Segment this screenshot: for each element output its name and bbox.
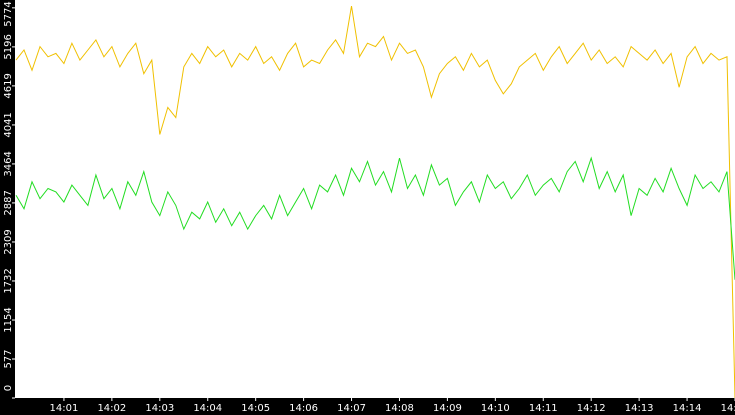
- y-axis-strip: [0, 0, 15, 415]
- x-tick-label: 14:02: [97, 403, 126, 414]
- x-tick-label: 14:08: [385, 403, 414, 414]
- x-tick-label: 14:05: [241, 403, 270, 414]
- x-tick-label: 14:12: [577, 403, 606, 414]
- y-tick-label: 1154: [3, 307, 14, 332]
- x-tick-label: 14:01: [50, 403, 79, 414]
- y-tick-label: 3464: [3, 151, 14, 176]
- y-tick-label: 4041: [3, 112, 14, 137]
- x-tick-label: 14:14: [673, 403, 702, 414]
- y-tick-label: 4619: [3, 73, 14, 98]
- x-tick-label: 14:15: [721, 403, 735, 414]
- x-tick-label: 14:03: [145, 403, 174, 414]
- y-tick-label: 2887: [3, 190, 14, 215]
- x-tick-label: 14:10: [481, 403, 510, 414]
- y-tick-label: 577: [3, 349, 14, 368]
- y-tick-label: 2309: [3, 229, 14, 254]
- x-tick-label: 14:11: [529, 403, 558, 414]
- y-tick-label: 0: [3, 385, 14, 391]
- x-tick-label: 14:04: [193, 403, 222, 414]
- x-tick-label: 14:09: [433, 403, 462, 414]
- x-tick-label: 14:06: [289, 403, 318, 414]
- y-tick-label: 1732: [3, 268, 14, 293]
- x-tick-label: 14:13: [625, 403, 654, 414]
- y-tick-label: 5196: [3, 34, 14, 59]
- x-axis-strip: [0, 398, 735, 415]
- series-line: [15, 6, 735, 399]
- series-line: [15, 156, 735, 280]
- x-tick-label: 14:07: [337, 403, 366, 414]
- y-tick-label: 5774: [3, 1, 14, 26]
